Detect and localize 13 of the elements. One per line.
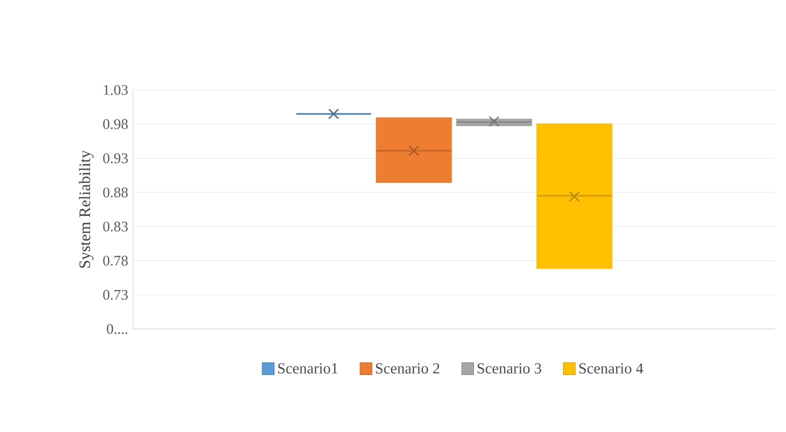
legend-label: Scenario 3 [478, 363, 542, 374]
y-tick-label: 0.98 [103, 119, 128, 130]
y-tick-label: 0.88 [103, 187, 128, 198]
y-tick-label: 0.83 [103, 222, 128, 232]
legend-label: Scenario1 [278, 363, 338, 374]
y-tick-label: 0.... [106, 324, 128, 334]
y-tick-label: 1.03 [104, 85, 128, 95]
legend-label: Scenario 2 [376, 363, 440, 374]
y-tick-label: 0.78 [103, 256, 128, 266]
legend-label: Scenario 4 [579, 363, 644, 374]
y-tick-label: 0.93 [103, 153, 128, 164]
y-tick-label: 0.73 [103, 290, 128, 300]
y-axis-title: System Reliability [78, 150, 94, 268]
